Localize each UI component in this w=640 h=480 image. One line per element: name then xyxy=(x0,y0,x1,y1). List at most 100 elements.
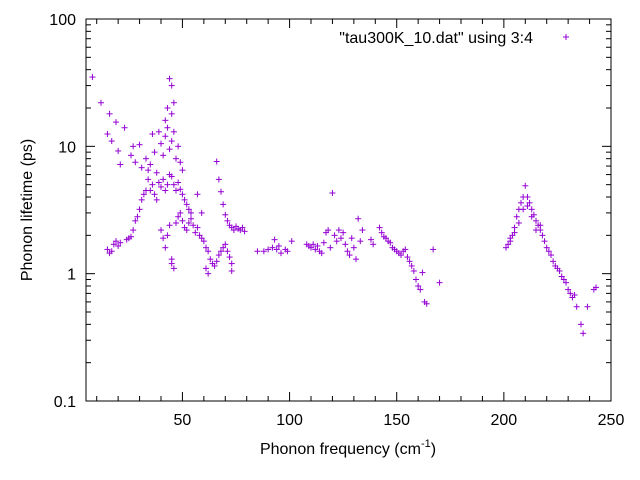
data-point xyxy=(329,190,336,197)
data-point xyxy=(128,233,134,240)
data-point xyxy=(224,248,231,255)
data-point xyxy=(578,321,584,328)
data-point xyxy=(164,232,171,239)
data-point xyxy=(170,181,177,188)
data-point xyxy=(160,152,167,159)
data-point xyxy=(423,300,430,307)
data-point xyxy=(310,241,317,248)
data-point xyxy=(190,222,197,229)
data-point xyxy=(170,99,177,106)
data-point xyxy=(145,176,152,183)
data-point xyxy=(181,196,188,203)
data-point xyxy=(410,267,417,274)
data-point xyxy=(205,248,212,255)
legend-marker xyxy=(563,34,569,40)
data-point xyxy=(584,303,591,310)
data-point xyxy=(335,227,342,234)
data-point xyxy=(183,201,190,208)
data-point xyxy=(355,215,362,222)
data-point xyxy=(368,236,374,243)
y-tick-marks xyxy=(86,18,611,402)
data-point xyxy=(166,146,173,153)
data-point xyxy=(528,213,535,220)
data-point xyxy=(228,260,235,267)
data-point xyxy=(108,248,115,255)
data-point xyxy=(89,74,96,81)
data-point xyxy=(164,105,171,112)
data-point xyxy=(173,187,179,194)
legend-entry: "tau300K_10.dat" using 3:4 xyxy=(339,30,533,47)
data-point xyxy=(98,99,104,106)
data-point xyxy=(419,269,426,276)
data-point xyxy=(573,303,580,310)
data-point xyxy=(273,246,280,253)
data-point xyxy=(556,267,563,274)
data-point xyxy=(115,242,122,249)
data-point xyxy=(342,241,349,248)
data-point xyxy=(149,130,156,137)
data-point xyxy=(132,217,139,224)
data-point xyxy=(550,258,557,265)
legend: "tau300K_10.dat" using 3:4 xyxy=(339,30,569,47)
data-point xyxy=(533,217,539,224)
data-point xyxy=(130,227,137,234)
data-point xyxy=(580,330,587,337)
data-point xyxy=(149,181,156,188)
data-point xyxy=(147,161,154,168)
data-point xyxy=(134,213,141,220)
x-tick-label: 200 xyxy=(491,412,518,429)
data-point xyxy=(213,158,220,165)
data-point xyxy=(254,248,261,255)
data-point xyxy=(207,256,214,263)
data-point xyxy=(505,241,512,248)
data-point xyxy=(430,246,437,253)
data-point xyxy=(170,265,177,272)
data-point xyxy=(215,252,222,259)
x-tick-label: 150 xyxy=(383,412,410,429)
data-point xyxy=(168,110,175,117)
data-point xyxy=(278,250,284,257)
data-point xyxy=(417,286,424,293)
data-point xyxy=(548,252,554,259)
data-point xyxy=(164,124,171,131)
data-point xyxy=(275,242,282,249)
data-point xyxy=(228,267,235,274)
data-point xyxy=(173,155,179,162)
data-point xyxy=(320,239,327,246)
data-point xyxy=(194,191,201,198)
data-point xyxy=(344,248,351,255)
data-point xyxy=(359,227,366,234)
data-point xyxy=(406,258,413,265)
data-point xyxy=(104,246,111,253)
data-point xyxy=(136,141,143,148)
data-point xyxy=(170,128,177,135)
data-point xyxy=(203,244,209,251)
data-point xyxy=(312,246,319,253)
data-point xyxy=(160,176,167,183)
data-point xyxy=(533,227,539,234)
data-point xyxy=(378,229,385,236)
data-point xyxy=(166,222,173,229)
data-point xyxy=(513,213,520,220)
data-point xyxy=(318,250,325,257)
data-point xyxy=(340,229,347,236)
data-point xyxy=(220,201,227,208)
data-point xyxy=(518,199,524,206)
data-point xyxy=(524,202,531,209)
data-point xyxy=(511,224,518,231)
data-point xyxy=(151,149,158,156)
data-point xyxy=(121,124,128,131)
data-point xyxy=(543,244,550,251)
data-point xyxy=(211,262,218,269)
data-point xyxy=(162,187,169,194)
x-tick-label: 250 xyxy=(598,412,625,429)
data-point xyxy=(175,143,182,150)
data-point xyxy=(168,173,175,180)
data-point xyxy=(408,262,415,269)
data-point xyxy=(402,246,409,253)
legend-plus-marker xyxy=(563,34,569,40)
data-point xyxy=(173,219,179,226)
data-point xyxy=(145,167,152,174)
data-point xyxy=(271,236,278,243)
data-point xyxy=(222,211,229,218)
